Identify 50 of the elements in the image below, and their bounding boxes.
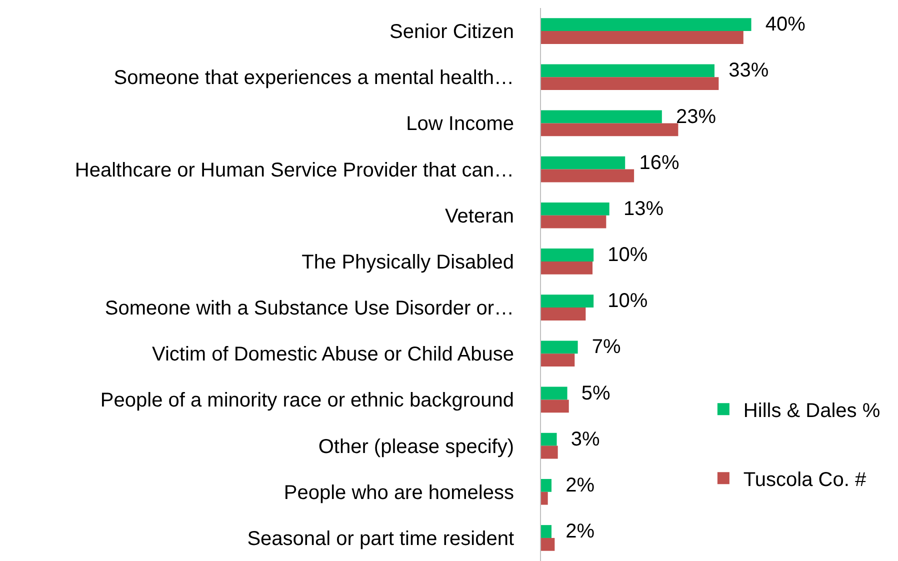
bar	[541, 538, 555, 551]
data-label: 33%	[717, 60, 769, 82]
y-tick-label: Low Income	[406, 113, 514, 136]
data-label: 10%	[596, 244, 648, 266]
bar	[541, 110, 662, 124]
legend-label: Hills & Dales %	[743, 400, 880, 422]
bar	[541, 31, 744, 44]
bar	[541, 400, 569, 413]
data-label: 13%	[612, 198, 664, 220]
data-label: 5%	[570, 382, 611, 404]
y-tick-label: Seasonal or part time resident	[247, 528, 514, 550]
bar	[541, 248, 594, 262]
bar	[541, 215, 606, 228]
y-tick-label: Senior Citizen	[389, 21, 514, 44]
y-tick-label: Someone that experiences a mental health…	[114, 67, 514, 90]
bar	[541, 432, 557, 446]
bar	[541, 123, 678, 136]
y-tick-label: Someone with a Substance Use Disorder or…	[104, 298, 514, 320]
y-tick-label: Healthcare or Human Service Provider that can…	[74, 159, 514, 182]
data-label: 7%	[580, 336, 622, 358]
data-label: 23%	[664, 106, 716, 128]
data-label: 3%	[560, 428, 600, 450]
bar	[541, 308, 586, 320]
bar	[541, 492, 548, 505]
bar	[541, 261, 593, 274]
bar	[541, 525, 552, 538]
data-label: 16%	[628, 152, 680, 174]
bar	[541, 386, 568, 400]
bar	[541, 77, 719, 90]
bar	[541, 354, 575, 367]
data-label: 10%	[596, 290, 648, 312]
legend-label: Tuscola Co. #	[743, 468, 867, 491]
bar	[541, 64, 714, 78]
bar	[541, 202, 610, 216]
y-tick-label: Veteran	[445, 205, 514, 228]
bar	[541, 446, 558, 459]
y-tick-label: People of a minority race or ethnic background	[100, 390, 514, 412]
data-label: 2%	[554, 474, 595, 496]
bar	[541, 156, 626, 170]
y-tick-label: People who are homeless	[284, 482, 514, 504]
y-tick-label: The Physically Disabled	[302, 251, 514, 274]
bar	[541, 294, 594, 308]
bar	[541, 340, 578, 354]
data-label: 40%	[754, 14, 806, 36]
y-tick-label: Victim of Domestic Abuse or Child Abuse	[152, 344, 514, 366]
bar	[541, 169, 634, 182]
y-tick-label: Other (please specify)	[318, 436, 514, 458]
bar	[541, 478, 552, 492]
data-label: 2%	[554, 520, 595, 543]
bar	[541, 18, 752, 32]
